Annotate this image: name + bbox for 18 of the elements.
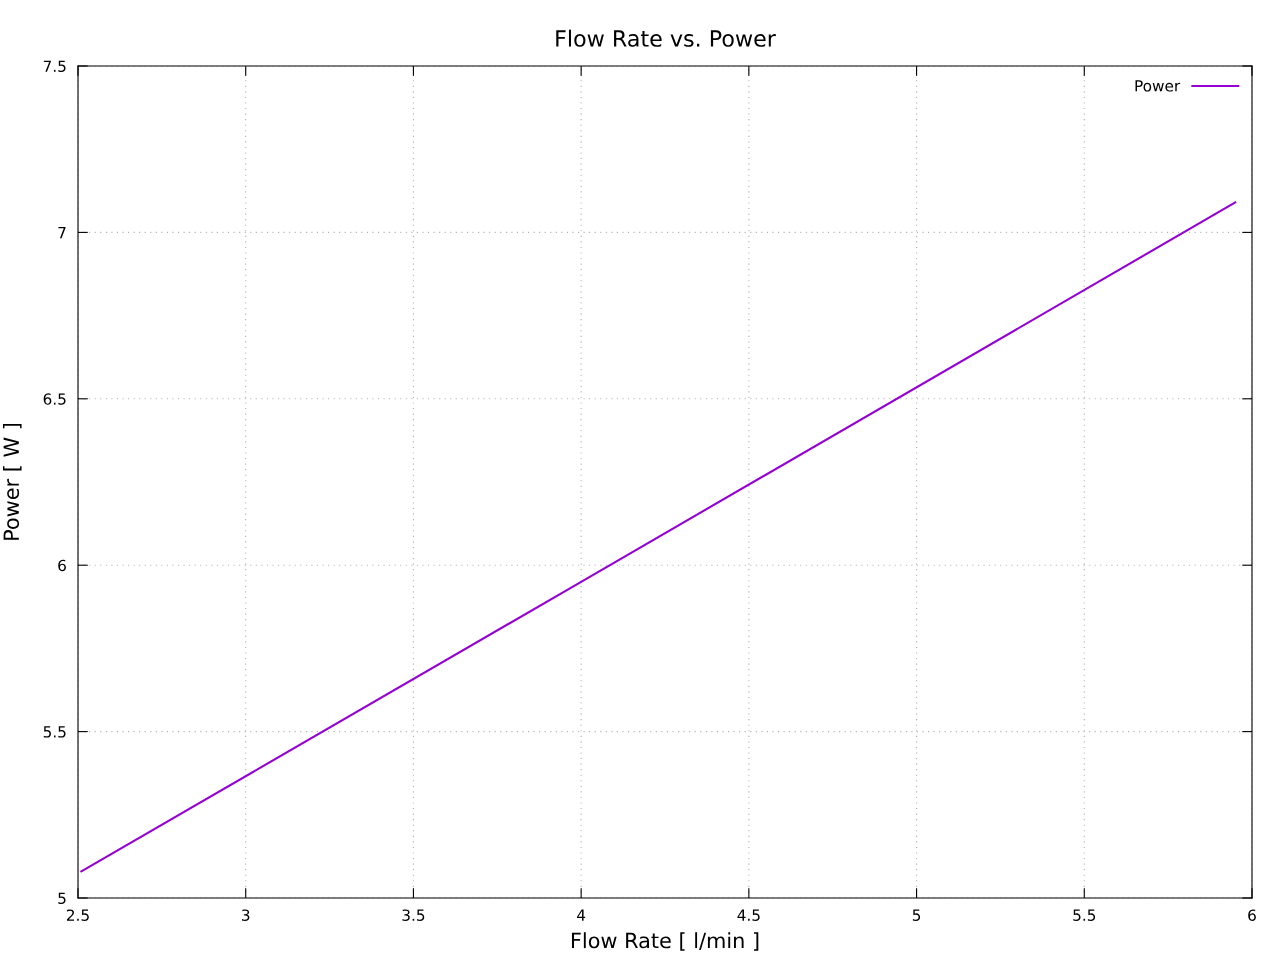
y-tick-label: 7.5 (43, 60, 66, 73)
y-tick-label: 7 (58, 227, 66, 239)
x-axis-title: Flow Rate [ l/min ] (571, 932, 759, 951)
legend-label: Power (1135, 80, 1181, 92)
x-tick-label: 3 (242, 909, 250, 921)
x-tick-label: 6 (1248, 909, 1256, 921)
y-axis-title: Power [ W ] (2, 423, 22, 540)
x-tick-label: 5 (912, 909, 921, 921)
x-tick-label: 2.5 (66, 909, 89, 921)
chart-title: Flow Rate vs. Power (556, 29, 776, 47)
y-tick-label: 6.5 (43, 393, 66, 405)
x-tick-label: 4 (577, 909, 586, 921)
x-tick-label: 5.5 (1073, 909, 1096, 921)
y-tick-label: 6 (58, 559, 66, 572)
x-tick-label: 4.5 (737, 909, 760, 921)
y-tick-label: 5 (58, 892, 66, 905)
x-tick-label: 3.5 (402, 909, 425, 921)
y-tick-label: 5.5 (43, 726, 66, 738)
